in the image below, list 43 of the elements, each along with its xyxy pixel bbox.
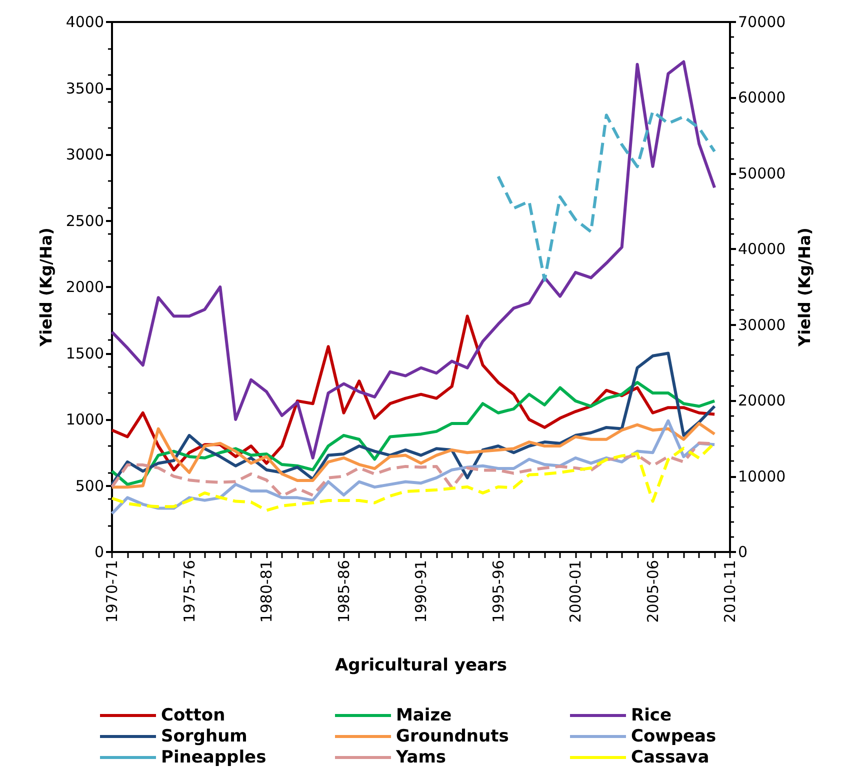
legend-label: Cassava (631, 748, 710, 768)
x-tick-label: 2010-11 (721, 560, 739, 623)
y-tick-label: 1000 (66, 410, 104, 428)
y-tick-label: 500 (75, 476, 104, 495)
line-series (110, 380, 716, 486)
line-series (496, 110, 716, 282)
y2-tick-label: 60000 (738, 88, 786, 107)
y2-tick-label: 10000 (738, 467, 786, 486)
y-tick-label: 0 (94, 543, 104, 561)
legend-label: Sorghum (161, 726, 248, 746)
y-tick-label: 2500 (66, 212, 104, 230)
legend-label: Groundnuts (396, 726, 509, 746)
y-tick-label: 4000 (66, 13, 104, 31)
y-tick-label: 1500 (66, 344, 104, 362)
y2-tick-label: 40000 (738, 240, 786, 258)
y2-tick-label: 50000 (738, 164, 786, 182)
legend-label: Rice (631, 706, 672, 726)
x-tick-label: 1995-96 (489, 560, 508, 623)
legend-label: Pineapples (161, 748, 266, 768)
x-tick-label: 1970-71 (103, 560, 121, 623)
x-tick-label: 2000-01 (566, 560, 584, 623)
legend-label: Cowpeas (631, 726, 716, 746)
y2-tick-label: 0 (738, 543, 748, 561)
line-series (110, 60, 716, 460)
x-tick-label: 1985-86 (334, 560, 353, 623)
y2-axis-title: Yield (Kg/Ha) (795, 228, 814, 348)
y-tick-label: 3000 (66, 146, 104, 164)
y-axis-title: Yield (Kg/Ha) (36, 228, 56, 348)
legend-label: Yams (395, 748, 446, 768)
y2-tick-label: 20000 (738, 392, 786, 410)
y-tick-label: 3500 (66, 79, 104, 98)
y2-tick-label: 30000 (738, 316, 786, 334)
x-tick-label: 1990-91 (412, 560, 430, 623)
legend-label: Maize (396, 706, 452, 726)
x-tick-label: 1980-81 (258, 560, 276, 623)
x-axis-title: Agricultural years (335, 656, 507, 676)
y2-tick-label: 70000 (738, 13, 786, 31)
line-series (110, 422, 716, 489)
line-series (110, 352, 716, 486)
x-tick-label: 2005-06 (644, 560, 662, 623)
legend-label: Cotton (161, 706, 226, 726)
x-tick-label: 1975-76 (180, 560, 198, 623)
y-tick-label: 2000 (66, 278, 104, 296)
